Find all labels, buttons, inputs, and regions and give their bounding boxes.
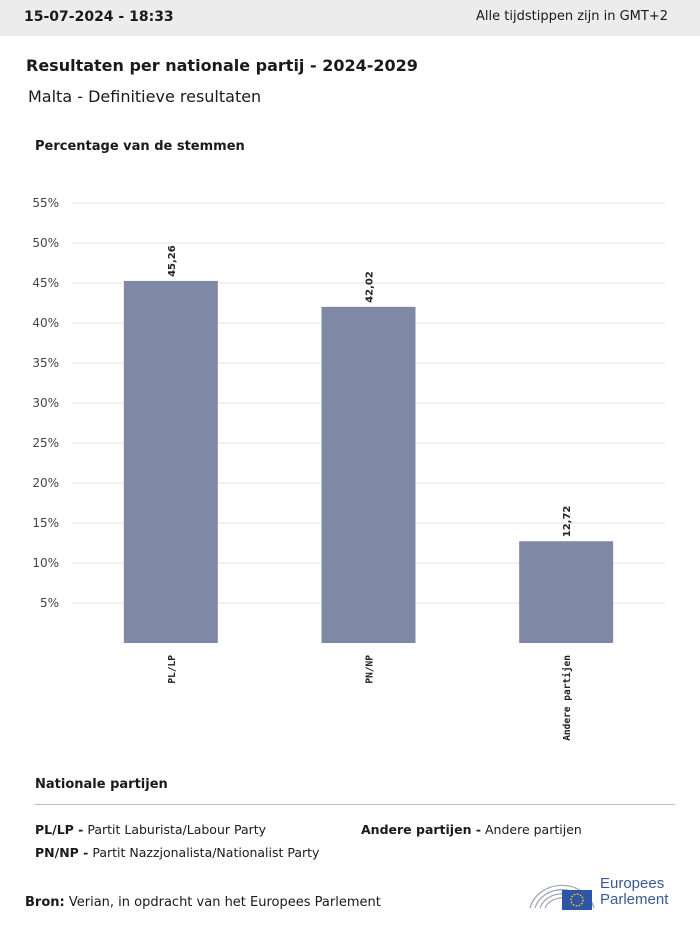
legend-name: Partit Nazzjonalista/Nationalist Party <box>92 845 320 860</box>
timestamp: 15-07-2024 - 18:33 <box>24 9 174 25</box>
y-tick-label: 50% <box>32 236 59 250</box>
source-text: Verian, in opdracht van het Europees Par… <box>68 895 381 910</box>
legend-abbr: PL/LP - <box>35 822 84 837</box>
legend-item-pn-np: PN/NP - Partit Nazzjonalista/Nationalist… <box>35 845 319 860</box>
legend-item-pl-lp: PL/LP - Partit Laburista/Labour Party <box>35 822 266 837</box>
top-bar: 15-07-2024 - 18:33 Alle tijdstippen zijn… <box>0 0 700 36</box>
y-tick-label: 25% <box>32 436 59 450</box>
bar-1 <box>123 280 218 643</box>
y-tick-label: 30% <box>32 396 59 410</box>
legend-name: Partit Laburista/Labour Party <box>87 822 267 837</box>
data-label: 12,72 <box>562 506 573 538</box>
logo-line-2: Parlement <box>600 891 669 908</box>
hemicycle-icon <box>529 884 595 910</box>
legend-abbr: PN/NP - <box>35 845 89 860</box>
legend-name: Andere partijen <box>485 822 582 837</box>
legend-abbr: Andere partijen - <box>361 822 482 837</box>
legend-title: Nationale partijen <box>35 777 168 792</box>
x-tick-label: Andere partijen <box>562 655 573 741</box>
bar-2 <box>321 306 416 643</box>
logo-text: Europees Parlement <box>600 876 668 908</box>
chart-subtitle: Malta - Definitieve resultaten <box>28 87 262 106</box>
source-label: Bron: <box>25 895 65 910</box>
y-tick-label: 5% <box>40 596 59 610</box>
x-tick-label: PL/LP <box>167 655 178 684</box>
data-label: 42,02 <box>365 271 376 303</box>
y-tick-label: 10% <box>32 556 59 570</box>
data-label: 45,26 <box>167 245 178 277</box>
timezone-note: Alle tijdstippen zijn in GMT+2 <box>476 9 668 24</box>
y-tick-label: 20% <box>32 476 59 490</box>
logo-line-1: Europees <box>600 875 665 892</box>
x-tick-label: PN/NP <box>365 655 376 684</box>
source-note: Bron: Verian, in opdracht van het Europe… <box>25 895 381 910</box>
bar-chart: 5% 10% 15% 20% 25% 30% 35% 40% 45% 50% 55% 45,26 PL/… <box>32 196 665 741</box>
y-tick-label: 55% <box>32 196 59 210</box>
bar-3 <box>519 541 614 643</box>
chart-title: Resultaten per nationale partij - 2024-2… <box>26 56 418 75</box>
y-tick-label: 40% <box>32 316 59 330</box>
legend-item-andere: Andere partijen - Andere partijen <box>361 822 582 837</box>
europarl-logo: Europees Parlement <box>528 872 678 912</box>
y-tick-label: 45% <box>32 276 59 290</box>
legend-divider <box>35 804 675 805</box>
y-tick-label: 15% <box>32 516 59 530</box>
y-tick-label: 35% <box>32 356 59 370</box>
y-axis-label: Percentage van de stemmen <box>35 139 245 154</box>
